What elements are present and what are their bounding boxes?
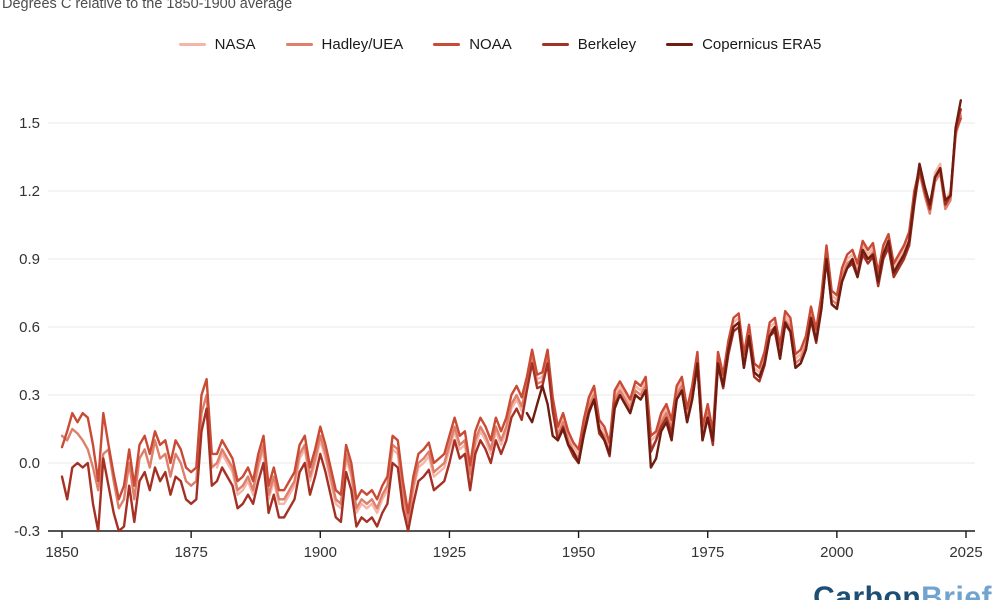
svg-text:1850: 1850 xyxy=(45,544,78,561)
svg-text:1.5: 1.5 xyxy=(19,115,40,132)
legend-label-hadley: Hadley/UEA xyxy=(321,36,404,53)
legend: NASA Hadley/UEA NOAA Berkeley Copernicus… xyxy=(0,36,1000,53)
svg-text:1925: 1925 xyxy=(433,544,466,561)
logo-text-carbon: Carbon xyxy=(813,581,922,600)
legend-swatch-nasa xyxy=(178,42,206,47)
legend-item-noaa[interactable]: NOAA xyxy=(433,36,512,53)
legend-label-copernicus: Copernicus ERA5 xyxy=(702,36,822,53)
legend-item-berkeley[interactable]: Berkeley xyxy=(541,36,637,53)
legend-swatch-copernicus xyxy=(666,42,694,47)
svg-text:0.9: 0.9 xyxy=(19,251,40,268)
svg-text:1875: 1875 xyxy=(174,544,207,561)
legend-label-nasa: NASA xyxy=(214,36,256,53)
axis-units-title: Degrees C relative to the 1850-1900 aver… xyxy=(2,0,293,12)
svg-text:1975: 1975 xyxy=(691,544,724,561)
legend-item-nasa[interactable]: NASA xyxy=(178,36,256,53)
legend-item-hadley[interactable]: Hadley/UEA xyxy=(285,36,404,53)
svg-text:0.6: 0.6 xyxy=(19,319,40,336)
legend-label-berkeley: Berkeley xyxy=(577,36,637,53)
legend-swatch-noaa xyxy=(433,42,461,47)
svg-text:1900: 1900 xyxy=(304,544,337,561)
svg-text:0.0: 0.0 xyxy=(19,455,40,472)
svg-text:0.3: 0.3 xyxy=(19,387,40,404)
legend-swatch-hadley xyxy=(285,42,313,47)
logo-text-brief: Brief xyxy=(921,581,992,600)
svg-text:2000: 2000 xyxy=(820,544,853,561)
svg-text:1950: 1950 xyxy=(562,544,595,561)
svg-text:1.2: 1.2 xyxy=(19,183,40,200)
legend-item-copernicus[interactable]: Copernicus ERA5 xyxy=(666,36,821,53)
svg-text:2025: 2025 xyxy=(949,544,982,561)
svg-text:-0.3: -0.3 xyxy=(14,523,40,540)
carbonbrief-logo[interactable]: CarbonBrief xyxy=(813,581,992,600)
legend-swatch-berkeley xyxy=(541,42,569,47)
legend-label-noaa: NOAA xyxy=(469,36,512,53)
